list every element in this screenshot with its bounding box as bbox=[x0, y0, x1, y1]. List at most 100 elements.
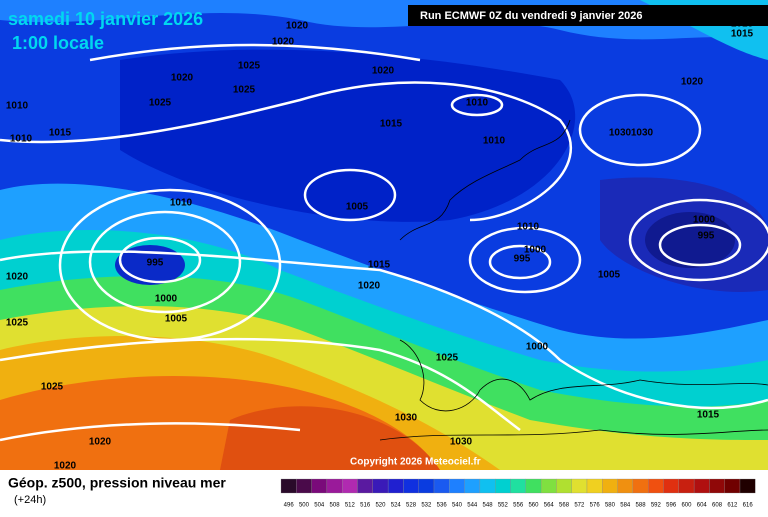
isobar-label: 1000 bbox=[526, 342, 549, 353]
legend-value: 496 bbox=[284, 503, 295, 509]
legend-swatch bbox=[464, 478, 481, 494]
isobar-label: 1000 bbox=[693, 215, 716, 226]
isobar-label: 1025 bbox=[149, 98, 172, 109]
legend-value: 612 bbox=[727, 503, 738, 509]
field bbox=[0, 0, 768, 470]
isobar-label: 1010 bbox=[483, 136, 506, 147]
copyright: Copyright 2026 Meteociel.fr bbox=[350, 457, 481, 468]
legend-value: 528 bbox=[406, 503, 417, 509]
legend-value: 564 bbox=[544, 503, 555, 509]
isobar-label: 1020 bbox=[286, 21, 309, 32]
run-box bbox=[408, 5, 768, 26]
isobar-label: 1015 bbox=[731, 19, 754, 30]
legend-swatch bbox=[724, 478, 741, 494]
legend-value: 512 bbox=[345, 503, 356, 509]
isobar-label: 1010 bbox=[6, 101, 29, 112]
legend-value: 576 bbox=[590, 503, 601, 509]
legend-value: 600 bbox=[681, 503, 692, 509]
legend-value: 504 bbox=[314, 503, 325, 509]
legend-swatch bbox=[418, 478, 435, 494]
legend-swatch bbox=[678, 478, 695, 494]
isobar-label: 1015 bbox=[731, 29, 754, 40]
isobar-label: 1005 bbox=[165, 314, 188, 325]
isobar-label: 1010 bbox=[466, 98, 489, 109]
isobar-label: 995 bbox=[698, 231, 715, 242]
legend-value: 596 bbox=[666, 503, 677, 509]
isobar-label: 1020 bbox=[372, 66, 395, 77]
legend-swatch bbox=[525, 478, 542, 494]
legend-swatch bbox=[372, 478, 389, 494]
isobar-label: 1000 bbox=[524, 245, 547, 256]
legend-swatch bbox=[648, 478, 664, 494]
isobar-label: 1000 bbox=[155, 294, 178, 305]
isobar-label: 1010 bbox=[10, 134, 33, 145]
legend-value: 536 bbox=[437, 503, 448, 509]
isobar-label: 1030 bbox=[631, 128, 654, 139]
isobar-label: 1010 bbox=[517, 222, 540, 233]
legend-swatch bbox=[342, 478, 358, 494]
legend-swatch bbox=[540, 478, 557, 494]
isobar-label: 1020 bbox=[171, 73, 194, 84]
legend-swatch bbox=[326, 478, 343, 494]
legend-swatch bbox=[693, 478, 710, 494]
isobar-label: 1025 bbox=[233, 85, 256, 96]
isobar-label: 995 bbox=[147, 258, 164, 269]
time-label: 1:00 locale bbox=[12, 33, 104, 53]
footer-lead: (+24h) bbox=[14, 494, 46, 506]
legend-value: 548 bbox=[483, 503, 494, 509]
legend-swatch bbox=[586, 478, 603, 494]
legend-value: 520 bbox=[375, 503, 386, 509]
isobar-label: 1030 bbox=[609, 128, 632, 139]
isobar-label: 1025 bbox=[6, 318, 29, 329]
isobar-label: 1030 bbox=[450, 437, 473, 448]
legend-value: 572 bbox=[574, 503, 585, 509]
run-label: Run ECMWF 0Z du vendredi 9 janvier 2026 bbox=[420, 10, 643, 22]
legend-value: 608 bbox=[712, 503, 723, 509]
legend-swatch bbox=[556, 478, 572, 494]
legend-swatch bbox=[602, 478, 618, 494]
isobar-label: 1015 bbox=[697, 410, 720, 421]
legend-value: 552 bbox=[498, 503, 509, 509]
legend-value: 584 bbox=[620, 503, 631, 509]
isobar-label: 1005 bbox=[346, 202, 369, 213]
legend-swatch bbox=[617, 478, 634, 494]
legend-value: 580 bbox=[605, 503, 616, 509]
isobar-label: 1025 bbox=[41, 382, 64, 393]
legend-swatch bbox=[739, 478, 756, 494]
legend-value: 540 bbox=[452, 503, 463, 509]
isobar-label: 1015 bbox=[380, 119, 403, 130]
footer-title: Géop. z500, pression niveau mer bbox=[8, 475, 226, 491]
isobar-label: 1025 bbox=[238, 61, 261, 72]
legend-swatch bbox=[510, 478, 526, 494]
legend-value: 556 bbox=[513, 503, 524, 509]
isobar-label: 1025 bbox=[436, 353, 459, 364]
isobar-label: 1015 bbox=[49, 128, 72, 139]
isobar-label: 995 bbox=[514, 254, 531, 265]
isobar-label: 1020 bbox=[6, 272, 29, 283]
legend-value: 532 bbox=[421, 503, 432, 509]
legend-swatch bbox=[495, 478, 511, 494]
legend-value: 560 bbox=[528, 503, 539, 509]
legend-swatch bbox=[709, 478, 725, 494]
legend-swatch bbox=[280, 478, 297, 494]
legend-value: 588 bbox=[636, 503, 647, 509]
legend-value: 508 bbox=[330, 503, 341, 509]
date-label: samedi 10 janvier 2026 bbox=[8, 9, 203, 29]
legend-swatch bbox=[632, 478, 649, 494]
legend-swatch bbox=[403, 478, 419, 494]
legend-value: 568 bbox=[559, 503, 570, 509]
legend-value: 592 bbox=[651, 503, 662, 509]
isobar-label: 1020 bbox=[358, 281, 381, 292]
legend-swatch bbox=[433, 478, 450, 494]
isobar-label: 1030 bbox=[395, 413, 418, 424]
isobar-label: 1010 bbox=[170, 198, 193, 209]
legend-swatch bbox=[479, 478, 496, 494]
legend-value: 616 bbox=[743, 503, 754, 509]
legend: 496 500 504 508 512 516 520 524 528 532 536 540 544 5… bbox=[280, 478, 756, 509]
legend-value: 516 bbox=[360, 503, 371, 509]
isobar-label: 1005 bbox=[598, 270, 621, 281]
legend-swatch bbox=[311, 478, 328, 494]
legend-swatch bbox=[387, 478, 404, 494]
isobar-label: 1020 bbox=[89, 437, 112, 448]
legend-swatch bbox=[357, 478, 373, 494]
